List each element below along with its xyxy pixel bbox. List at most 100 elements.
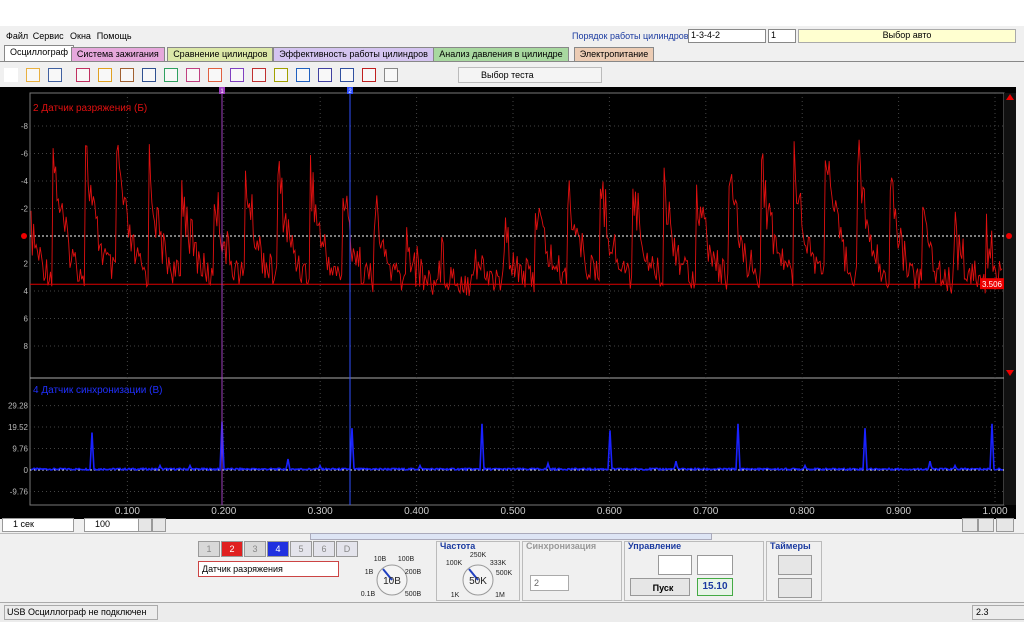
start-button[interactable]: Пуск [630, 578, 690, 596]
control-title: Управление [628, 541, 682, 551]
x-tick-label: 0.200 [211, 506, 236, 517]
sync-channel[interactable]: 2 [530, 575, 569, 591]
tool-button[interactable] [318, 68, 332, 82]
channel-button[interactable]: 5 [290, 541, 312, 557]
scroll-up [1006, 94, 1014, 100]
sensor-field[interactable]: Датчик разряжения [198, 561, 339, 577]
nav-last[interactable] [978, 518, 994, 532]
cursor-handle [347, 87, 353, 94]
channel-button[interactable]: 4 [267, 541, 289, 557]
level-label: 3.506 [982, 280, 1003, 289]
nav-next[interactable] [962, 518, 978, 532]
y-tick-label: 8 [24, 342, 29, 351]
tab[interactable]: Система зажигания [70, 47, 165, 61]
frequency-knob-label: 1K [451, 592, 460, 599]
sync-title: Синхронизация [526, 541, 597, 551]
x-tick-label: 0.800 [790, 506, 815, 517]
tool-button[interactable] [252, 68, 266, 82]
tool-button[interactable] [230, 68, 244, 82]
wave-button[interactable] [697, 555, 733, 575]
frequency-knob-label: 1M [495, 592, 505, 599]
sync-group [522, 541, 622, 601]
range-knob-label: 0.1В [361, 591, 376, 598]
y-tick-label: 29.28 [8, 402, 29, 411]
channel-button[interactable]: 2 [221, 541, 243, 557]
range-knob-label: 1В [365, 569, 374, 576]
tool-button[interactable] [384, 68, 398, 82]
y-tick-label: 0 [24, 466, 29, 475]
y-tick-label: 4 [24, 287, 29, 296]
tool-button[interactable] [26, 68, 40, 82]
timer-button-2[interactable] [778, 578, 812, 598]
level-label-box [980, 278, 1004, 290]
menu-item[interactable]: Сервис [32, 31, 64, 41]
tab[interactable]: Сравнение цилиндров [167, 47, 274, 61]
nav-first[interactable] [138, 518, 152, 532]
tool-button[interactable] [362, 68, 376, 82]
tool-button[interactable] [296, 68, 310, 82]
range-knob-label: 10В [374, 556, 387, 563]
menu-item[interactable]: Файл [6, 31, 29, 41]
channel1-title: 2 Датчик разряжения (Б) [33, 103, 147, 114]
tool-button[interactable] [340, 68, 354, 82]
tool-button[interactable] [142, 68, 156, 82]
y-tick-label: 2 [24, 260, 29, 269]
panel-splitter[interactable] [310, 533, 712, 540]
y-tick-label: -2 [21, 205, 29, 214]
status-version: 2.3 [972, 605, 1024, 620]
cylinder-start-spin[interactable]: 1 [768, 29, 796, 43]
time-base-combo[interactable]: 1 сек [2, 518, 74, 532]
car-select[interactable]: Выбор авто [798, 29, 1016, 43]
tool-button[interactable] [4, 68, 18, 82]
cylinder-order-combo[interactable]: 1-3-4-2 [688, 29, 766, 43]
nav-play[interactable] [996, 518, 1014, 532]
range-knob-label: 500В [405, 591, 422, 598]
frequency-knob-label: 250K [470, 552, 487, 559]
tab[interactable]: Анализ давления в цилиндре [433, 47, 569, 61]
channel2-title: 4 Датчик синхронизации (В) [33, 385, 162, 396]
tool-button[interactable] [76, 68, 90, 82]
nav-prev[interactable] [152, 518, 166, 532]
timer-button-1[interactable] [778, 555, 812, 575]
channel-button[interactable]: 6 [313, 541, 335, 557]
test-select[interactable]: Выбор теста [458, 67, 602, 83]
tool-button[interactable] [48, 68, 62, 82]
sine-button[interactable] [658, 555, 692, 575]
timers-group [766, 541, 822, 601]
right-scrollbar [1004, 93, 1016, 505]
tool-button[interactable] [98, 68, 112, 82]
y-tick-label: 9.76 [12, 445, 28, 454]
channel-button[interactable]: 1 [198, 541, 220, 557]
frequency-knob-pointer [468, 568, 479, 581]
status-message: USB Осциллограф не подключен [4, 605, 158, 620]
tool-button[interactable] [208, 68, 222, 82]
tool-button[interactable] [164, 68, 178, 82]
range-knob-label: 200В [405, 569, 422, 576]
channel2-trace [30, 421, 1004, 472]
tool-button[interactable] [186, 68, 200, 82]
y-tick-label: 6 [24, 315, 29, 324]
zero-marker [1006, 233, 1012, 239]
menu-item[interactable]: Помощь [96, 31, 132, 41]
channel-button[interactable]: 3 [244, 541, 266, 557]
tab-line [0, 61, 1024, 62]
cylinder-order-label: Порядок работы цилиндров [572, 31, 689, 41]
points-combo[interactable]: 100 [84, 518, 142, 532]
x-tick-label: 0.600 [597, 506, 622, 517]
y-tick-label: -8 [21, 122, 29, 131]
frequency-knob-label: 500K [496, 570, 513, 577]
menu-item[interactable]: Окна [70, 31, 91, 41]
tool-button[interactable] [120, 68, 134, 82]
channel1-trace [30, 139, 1003, 297]
channel-button[interactable]: D [336, 541, 358, 557]
scroll-down [1006, 370, 1014, 376]
tab[interactable]: Электропитание [573, 47, 655, 61]
tool-button[interactable] [274, 68, 288, 82]
cursor-handle [219, 87, 225, 94]
cursor-label: 1 [220, 89, 224, 95]
y-tick-label: -9.76 [10, 487, 29, 496]
frequency-knob-label: 333K [490, 560, 507, 567]
control-group [624, 541, 764, 601]
y-tick-label: -6 [21, 150, 29, 159]
